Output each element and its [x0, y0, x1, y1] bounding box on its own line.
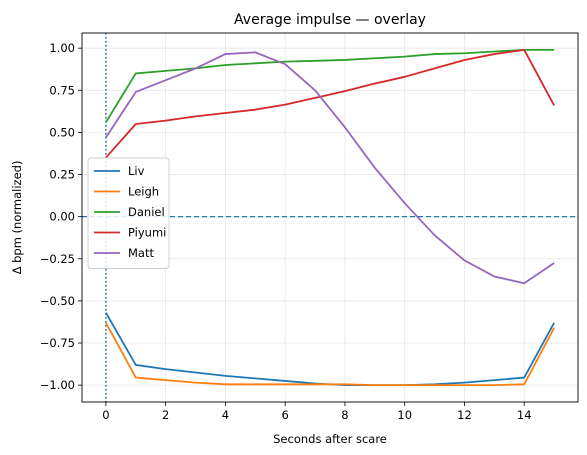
series-line-leigh	[105, 322, 555, 387]
y-tick-label: −1.00	[40, 378, 75, 392]
x-tick-label: 12	[457, 408, 472, 422]
y-axis-title: Δ bpm (normalized)	[10, 161, 24, 275]
x-axis-title: Seconds after scare	[273, 432, 387, 446]
legend-label: Matt	[128, 246, 154, 260]
legend-label: Piyumi	[128, 226, 166, 240]
y-tick-label: −0.25	[40, 252, 75, 266]
y-tick-label: 0.25	[49, 168, 75, 182]
x-tick-label: 14	[517, 408, 532, 422]
series-line-liv	[105, 312, 555, 387]
legend-label: Liv	[128, 164, 145, 178]
x-tick-label: 10	[397, 408, 412, 422]
legend: Liv Leigh Daniel Piyumi Matt	[87, 157, 170, 269]
y-tick-label: 0.00	[49, 210, 75, 224]
series-line-piyumi	[105, 48, 555, 159]
y-tick-label: −0.75	[40, 336, 75, 350]
legend-box	[87, 157, 170, 269]
series-line-daniel	[105, 48, 555, 123]
y-tick-label: 0.50	[49, 125, 75, 139]
y-tick-label: −0.50	[40, 294, 75, 308]
x-tick-label: 4	[222, 408, 229, 422]
y-tick-label: 0.75	[49, 83, 75, 97]
plot-frame	[81, 32, 579, 403]
chart-title: Average impulse — overlay	[234, 12, 426, 28]
series-line-matt	[105, 51, 555, 285]
x-axis-ticks: 0 2 4 6 8 10 12 14	[102, 402, 532, 422]
y-axis-ticks: 1.00 0.75 0.50 0.25 0.00 −0.25 −0.50 −0.75 −1.00	[40, 41, 82, 392]
legend-label: Leigh	[128, 185, 159, 199]
legend-label: Daniel	[128, 205, 165, 219]
y-tick-label: 1.00	[49, 41, 75, 55]
x-tick-label: 6	[282, 408, 289, 422]
x-tick-label: 0	[102, 408, 109, 422]
x-tick-label: 8	[341, 408, 348, 422]
x-tick-label: 2	[162, 408, 169, 422]
series-layer	[105, 48, 555, 387]
